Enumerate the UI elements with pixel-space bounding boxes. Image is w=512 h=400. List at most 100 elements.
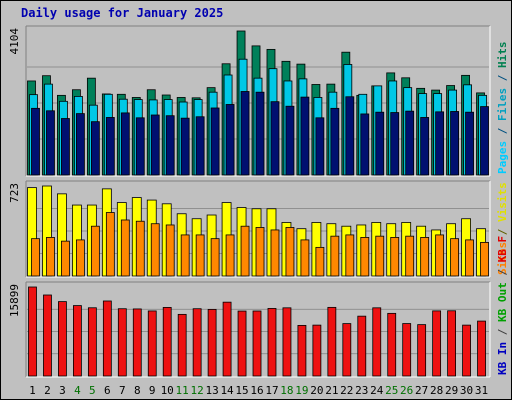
bar-pages-day-5 [90, 121, 100, 176]
bar-sites-day-25 [390, 237, 400, 277]
bar-kbf-day-26 [402, 323, 412, 377]
x-tick-label-day-3: 3 [59, 384, 66, 397]
bar-kbf-day-10 [162, 307, 172, 377]
bar-sites-day-8 [135, 220, 145, 277]
x-tick-label-day-31: 31 [475, 384, 488, 397]
bar-pages-day-11 [180, 117, 190, 176]
bar-pages-day-9 [150, 114, 160, 176]
bar-pages-day-15 [240, 91, 250, 176]
y-max-label-middle: 723 [8, 183, 21, 203]
y-max-label-bottom: 15899 [8, 284, 21, 317]
x-tick-label-day-30: 30 [460, 384, 473, 397]
bar-pages-day-31 [480, 106, 489, 176]
bar-sites-day-12 [195, 234, 205, 277]
x-tick-label-day-19: 19 [295, 384, 308, 397]
x-tick-label-day-15: 15 [235, 384, 248, 397]
x-tick-label-day-12: 12 [191, 384, 204, 397]
bar-pages-day-24 [375, 111, 385, 176]
bar-kbf-day-24 [372, 307, 382, 377]
bar-pages-day-12 [195, 116, 205, 176]
x-tick-label-day-13: 13 [205, 384, 218, 397]
x-tick-label-day-10: 10 [161, 384, 174, 397]
legend-top-part-0: Pages [496, 141, 509, 174]
bar-pages-day-29 [450, 111, 459, 176]
bar-pages-day-23 [360, 113, 370, 176]
bar-sites-day-11 [180, 234, 190, 277]
bar-kbf-day-16 [252, 310, 262, 377]
legend-top-part-2: Files [496, 88, 509, 128]
x-tick-label-day-24: 24 [370, 384, 384, 397]
bar-sites-day-7 [120, 219, 130, 277]
legend-bottom-part-0: KB In [496, 342, 509, 375]
bar-kbf-day-22 [342, 323, 352, 377]
x-tick-label-day-7: 7 [119, 384, 126, 397]
bar-pages-day-28 [435, 111, 445, 176]
legend-middle: Sites / Visits [496, 182, 509, 275]
bar-kbf-day-9 [147, 310, 157, 377]
bar-pages-day-6 [105, 117, 115, 176]
x-tick-label-day-28: 28 [430, 384, 443, 397]
bar-kbf-day-18 [282, 307, 292, 377]
y-max-label-top: 4104 [8, 28, 21, 55]
x-tick-label-day-1: 1 [29, 384, 36, 397]
bar-pages-day-1 [31, 107, 40, 176]
bar-kbf-day-4 [73, 305, 82, 377]
bar-pages-day-16 [255, 91, 265, 176]
bar-kbf-day-5 [87, 307, 97, 377]
bar-kbf-day-25 [387, 312, 397, 377]
x-tick-label-day-27: 27 [415, 384, 428, 397]
x-tick-label-day-26: 26 [400, 384, 413, 397]
bar-sites-day-16 [255, 227, 265, 277]
bar-pages-day-13 [210, 107, 220, 176]
x-tick-label-day-21: 21 [325, 384, 338, 397]
bar-sites-day-20 [315, 246, 325, 277]
bar-pages-day-20 [315, 117, 325, 176]
bar-kbf-day-13 [207, 308, 217, 377]
bar-sites-day-26 [405, 235, 415, 277]
legend-bottom-part-4: KB F [496, 236, 509, 269]
bar-sites-day-17 [270, 229, 280, 277]
bar-sites-day-3 [61, 240, 70, 277]
bar-pages-day-18 [285, 105, 295, 176]
bar-sites-day-14 [225, 234, 235, 277]
x-tick-label-day-23: 23 [355, 384, 368, 397]
bar-sites-day-9 [150, 223, 160, 277]
x-tick-label-day-29: 29 [445, 384, 458, 397]
bar-sites-day-10 [165, 224, 175, 277]
bar-pages-day-2 [46, 110, 55, 176]
bar-sites-day-30 [465, 239, 474, 277]
legend-middle-part-2: Visits [496, 182, 509, 228]
bar-pages-day-7 [120, 112, 130, 176]
bar-sites-day-24 [375, 235, 385, 277]
bar-pages-day-3 [61, 118, 70, 176]
legend-top-part-4: Hits [496, 42, 509, 75]
bar-sites-day-19 [300, 239, 310, 277]
bar-kbf-day-21 [327, 306, 337, 377]
x-tick-label-day-8: 8 [134, 384, 141, 397]
bar-sites-day-6 [105, 212, 115, 277]
bar-sites-day-29 [450, 238, 459, 277]
bar-sites-day-2 [46, 237, 55, 277]
bar-kbf-day-14 [222, 301, 232, 377]
chart-title: Daily usage for January 2025 [21, 6, 224, 20]
x-tick-label-day-9: 9 [149, 384, 156, 397]
bar-sites-day-28 [435, 234, 445, 277]
bar-pages-day-4 [76, 113, 85, 176]
legend-bottom-part-1: / [496, 328, 509, 342]
x-tick-label-day-25: 25 [385, 384, 398, 397]
bar-sites-day-5 [90, 225, 100, 277]
x-tick-label-day-11: 11 [176, 384, 189, 397]
x-tick-label-day-16: 16 [250, 384, 263, 397]
bar-sites-day-15 [240, 225, 250, 277]
bar-kbf-day-7 [117, 308, 127, 377]
legend-bottom: KB In / KB Out / KB F [496, 236, 509, 375]
bar-sites-day-21 [330, 235, 340, 277]
x-tick-label-day-4: 4 [74, 384, 81, 397]
bar-pages-day-14 [225, 104, 235, 176]
bar-kbf-day-31 [477, 320, 486, 377]
bar-sites-day-27 [420, 237, 430, 277]
bar-kbf-day-11 [177, 313, 187, 377]
bar-pages-day-21 [330, 107, 340, 176]
